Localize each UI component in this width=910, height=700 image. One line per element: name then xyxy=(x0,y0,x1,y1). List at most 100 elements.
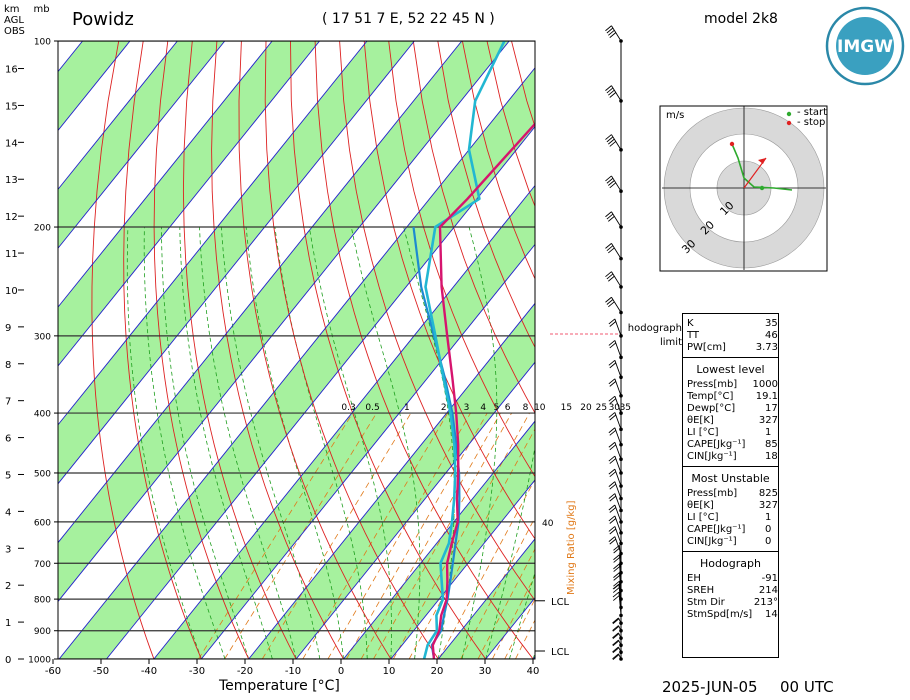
km-tick-label: 10 xyxy=(5,286,18,297)
km-tick-label: 1 xyxy=(5,618,11,629)
barb-flag xyxy=(613,580,620,587)
index-lowest-value: 18 xyxy=(765,451,778,462)
storm-motion-arrow xyxy=(758,158,766,164)
logo-core xyxy=(836,17,894,75)
barb-dot xyxy=(619,411,623,415)
km-tick-label: 12 xyxy=(5,212,18,223)
x-tick-label: 0 xyxy=(338,666,344,677)
legend-stop-dot xyxy=(786,120,792,126)
barb-flag xyxy=(608,536,616,542)
barb-dot xyxy=(619,442,623,447)
isotherm-line xyxy=(58,41,320,367)
barb-flag xyxy=(613,566,620,572)
barb-flag xyxy=(613,557,620,563)
mixing-ratio-tick: 20 xyxy=(580,403,592,413)
barb-flag xyxy=(608,515,616,522)
index-top-key: PW[cm] xyxy=(687,342,726,353)
barb-flag xyxy=(606,87,614,94)
barb-flag xyxy=(612,617,619,624)
barb-flag xyxy=(609,321,617,327)
km-tick-label: 2 xyxy=(5,581,11,592)
mixing-ratio-tick: 25 xyxy=(596,403,607,413)
mixing-ratio-tick: 15 xyxy=(561,403,572,413)
mixing-ratio-line xyxy=(392,412,530,659)
isotherm-line xyxy=(58,41,368,426)
temperature-line xyxy=(431,122,535,659)
barb-dot xyxy=(619,375,623,380)
index-lowest-key: CAPE[Jkg⁻¹] xyxy=(687,439,746,450)
barb-flag xyxy=(609,414,617,421)
km-tick-label: 15 xyxy=(5,101,18,112)
barb-flag xyxy=(608,468,616,475)
index-unstable-key: Press[mb] xyxy=(687,488,738,499)
x-tick-label: 20 xyxy=(431,666,444,677)
mixing-ratio-tick: 30 xyxy=(609,403,621,413)
x-tick-label: -10 xyxy=(285,666,301,677)
mixing-ratio-tick: 2 xyxy=(441,403,447,413)
time-label: 00 UTC xyxy=(780,678,834,696)
km-tick-label: 5 xyxy=(5,470,11,481)
index-lowest-row: CIN[Jkg⁻¹] 18 xyxy=(683,451,778,463)
mixing-ratio-tick: 8 xyxy=(523,403,529,413)
barb-flag xyxy=(613,554,620,561)
barb-flag xyxy=(605,25,612,32)
index-lowest-value: 327 xyxy=(758,415,778,426)
barb-flag xyxy=(609,429,617,436)
hodograph-limit-line1: hodograph xyxy=(627,323,682,334)
mixing-ratio-line xyxy=(302,412,449,659)
index-top-value: 35 xyxy=(765,318,778,329)
barb-flag xyxy=(606,177,614,184)
km-tick-label: 11 xyxy=(5,249,18,260)
km-tick-label: 9 xyxy=(5,323,11,334)
mixing-ratio-tick: 40 xyxy=(542,519,554,529)
km-tick-label: 14 xyxy=(5,138,18,149)
isotherm-line xyxy=(58,41,226,249)
plot-frame xyxy=(57,40,536,660)
barb-flag xyxy=(612,625,619,631)
isotherm-line xyxy=(58,67,535,659)
moist-adiabat xyxy=(143,226,226,659)
mixing-ratio-tick: 0.3 xyxy=(341,403,355,413)
index-unstable-row: LI [°C] 1 xyxy=(683,512,778,524)
x-tick-label: 40 xyxy=(527,666,540,677)
dry-adiabat xyxy=(182,41,297,659)
dry-adiabat xyxy=(290,41,487,659)
barb-flag xyxy=(613,547,620,554)
dry-adiabat xyxy=(314,41,534,659)
index-top-key: TT xyxy=(687,330,700,341)
mixing-ratio-labels: 0.3 0.5 1 2 3 4 5 6 8 10 15 20 25 30 35 40 xyxy=(341,403,631,529)
barb-flag xyxy=(608,340,616,346)
dry-adiabat xyxy=(339,41,535,602)
index-unstable-row: CIN[Jkg⁻¹] 0 xyxy=(683,536,778,548)
dry-adiabat xyxy=(91,41,155,659)
x-tick-label: -60 xyxy=(45,666,61,677)
barb-flag xyxy=(609,507,617,513)
barb-flag xyxy=(606,213,614,220)
p-tick-label: 200 xyxy=(34,224,51,234)
index-hodo-key: Stm Dir xyxy=(687,597,725,608)
barb-dot xyxy=(619,334,623,338)
index-hodo-key: SREH xyxy=(687,585,715,596)
barb-flag xyxy=(612,647,620,654)
indices-panel: K 35 TT 46 PW[cm] 3.73 Lowest level Press[mb]… xyxy=(682,313,779,658)
mixing-ratio-tick: 35 xyxy=(620,403,631,413)
mixing-ratio-line xyxy=(477,548,535,659)
barb-flag xyxy=(605,134,612,140)
barb-flag xyxy=(612,633,620,640)
mixing-ratio-tick: 5 xyxy=(494,403,500,413)
logo-text: IMGW xyxy=(837,37,893,57)
index-hodo-row: SREH 214 xyxy=(683,585,778,597)
barb-flag xyxy=(609,471,617,478)
barb-flag xyxy=(609,32,617,38)
km-label: km xyxy=(4,4,20,15)
index-lowest-row: Press[mb] 1000 xyxy=(683,379,778,391)
dry-adiabat xyxy=(238,41,392,659)
index-hodo-value: 213° xyxy=(753,597,778,608)
barb-flag xyxy=(612,646,619,653)
barb-flag xyxy=(609,398,617,405)
p-tick-label: 700 xyxy=(34,560,51,570)
barb-flag xyxy=(608,526,616,532)
p-tick-label: 800 xyxy=(34,596,51,606)
hodograph-trace xyxy=(731,143,793,191)
